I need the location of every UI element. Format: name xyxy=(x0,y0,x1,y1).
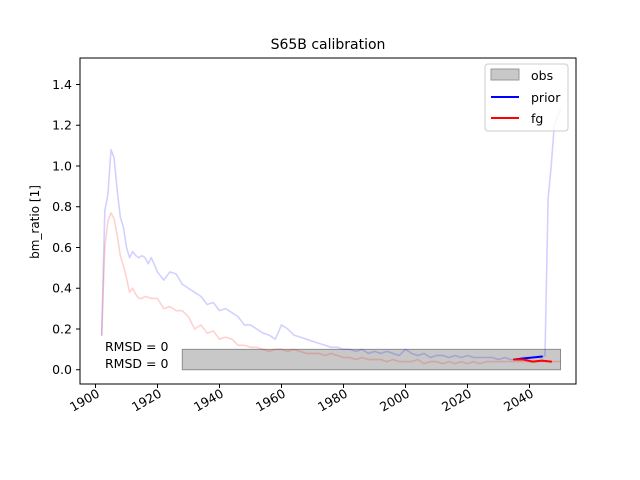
legend-fg-label: fg xyxy=(531,111,543,126)
obs-band xyxy=(181,348,562,371)
series-line-fg-calibration-window xyxy=(513,358,553,363)
legend-obs-label: obs xyxy=(531,68,553,83)
y-tick-label: 1.4 xyxy=(52,77,72,92)
series-line-prior xyxy=(100,108,562,361)
y-tick-label: 0.8 xyxy=(52,199,72,214)
y-tick-label: 0.0 xyxy=(52,362,72,377)
y-axis-label: bm_ratio [1] xyxy=(28,185,42,259)
chart-title: S65B calibration xyxy=(271,37,386,53)
y-tick-label: 1.0 xyxy=(52,158,72,173)
series-line-fg xyxy=(100,212,562,365)
y-tick-label: 0.4 xyxy=(52,281,72,296)
axes-frame xyxy=(79,57,577,385)
y-tick-label: 0.6 xyxy=(52,240,72,255)
legend-prior-label: prior xyxy=(531,90,561,105)
rmsd-prior-annotation: RMSD = 0 xyxy=(105,339,168,354)
y-tick-label: 1.2 xyxy=(52,118,72,133)
plot-area xyxy=(100,108,562,371)
legend-obs-patch xyxy=(490,68,520,81)
legend-frame xyxy=(484,63,569,132)
y-tick-label: 0.2 xyxy=(52,321,72,336)
y-axis: 0.0 0.2 0.4 0.6 0.8 1.0 1.2 1.4 xyxy=(52,77,80,377)
legend: obs prior fg xyxy=(484,63,569,132)
rmsd-fg-annotation: RMSD = 0 xyxy=(105,356,168,371)
